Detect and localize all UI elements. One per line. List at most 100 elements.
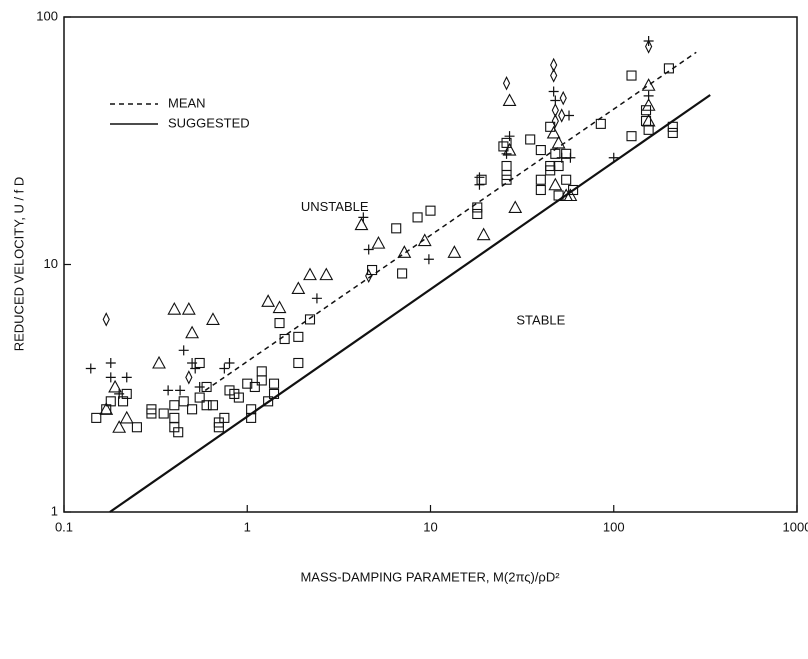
data-point xyxy=(213,422,224,433)
data-point xyxy=(365,268,373,284)
x-tick-label: 0.1 xyxy=(55,519,73,534)
data-point xyxy=(412,212,423,223)
data-point xyxy=(105,357,116,368)
fit-line xyxy=(109,94,711,513)
data-point xyxy=(178,345,189,356)
data-point xyxy=(121,372,132,383)
data-point xyxy=(667,127,678,139)
data-point xyxy=(169,412,180,423)
data-point xyxy=(550,148,561,159)
data-point xyxy=(187,357,198,368)
data-point xyxy=(502,93,517,107)
data-point xyxy=(548,86,559,97)
y-tick-label: 10 xyxy=(44,256,58,271)
data-point xyxy=(219,412,230,423)
data-point xyxy=(274,318,285,329)
data-point xyxy=(224,357,235,368)
data-point xyxy=(233,392,244,403)
data-point xyxy=(556,152,567,163)
data-point xyxy=(501,148,512,159)
annotation: UNSTABLE xyxy=(301,199,369,214)
data-point xyxy=(219,363,230,374)
data-point xyxy=(397,268,408,279)
data-point xyxy=(146,408,157,419)
data-point xyxy=(640,115,652,127)
data-point xyxy=(91,412,102,423)
data-point xyxy=(249,381,260,393)
data-point xyxy=(548,177,563,191)
data-point xyxy=(447,245,462,258)
data-point xyxy=(279,333,290,345)
data-point xyxy=(114,388,125,399)
data-point xyxy=(108,379,123,393)
data-point xyxy=(501,137,512,148)
data-point xyxy=(545,160,556,172)
data-point xyxy=(206,312,220,325)
data-point xyxy=(272,300,287,314)
data-point xyxy=(397,245,412,258)
data-point xyxy=(194,381,205,392)
data-point xyxy=(643,90,654,101)
data-point xyxy=(535,184,546,196)
legend-label: SUGGESTED xyxy=(168,115,250,130)
data-point xyxy=(268,378,280,389)
data-point xyxy=(185,325,200,339)
data-point xyxy=(535,145,546,156)
data-point xyxy=(175,385,186,396)
data-point xyxy=(304,314,316,325)
data-point xyxy=(291,281,306,295)
data-point xyxy=(268,388,280,399)
data-point xyxy=(363,244,374,255)
data-point xyxy=(293,357,304,369)
data-point xyxy=(119,410,134,424)
data-point xyxy=(626,70,637,81)
data-point xyxy=(558,108,566,123)
y-tick-label: 100 xyxy=(36,8,58,23)
data-point xyxy=(641,98,656,111)
x-tick-label: 100 xyxy=(603,519,625,534)
data-point xyxy=(550,57,558,73)
data-point xyxy=(293,331,304,342)
data-point xyxy=(190,363,201,374)
data-point xyxy=(472,202,483,213)
data-point xyxy=(645,39,653,54)
fit-line xyxy=(204,51,697,392)
data-point xyxy=(641,78,656,91)
data-point xyxy=(563,188,578,202)
data-point xyxy=(626,131,637,142)
data-point xyxy=(207,400,219,411)
data-point xyxy=(667,121,678,132)
data-point xyxy=(367,264,378,276)
data-point xyxy=(354,217,369,231)
x-tick-label: 1000 xyxy=(783,519,808,534)
data-point xyxy=(169,400,180,411)
data-point xyxy=(425,205,436,216)
data-point xyxy=(551,135,566,149)
data-point xyxy=(319,267,334,281)
x-tick-label: 10 xyxy=(423,519,437,534)
data-point xyxy=(550,68,558,83)
data-point xyxy=(417,233,432,247)
data-point xyxy=(256,375,267,386)
data-point xyxy=(501,174,512,185)
data-point xyxy=(476,174,487,185)
data-point xyxy=(194,392,205,403)
y-axis-title: REDUCED VELOCITY, U / f D xyxy=(11,177,26,352)
legend-label: MEAN xyxy=(168,95,206,110)
data-point xyxy=(504,131,515,142)
annotation: STABLE xyxy=(516,313,565,328)
data-point xyxy=(663,63,674,74)
plot-frame xyxy=(63,16,798,513)
data-point xyxy=(303,267,317,281)
data-point xyxy=(553,160,564,172)
data-point xyxy=(423,254,434,265)
data-point xyxy=(117,396,129,407)
data-point xyxy=(371,235,386,249)
data-point xyxy=(561,148,572,159)
data-point xyxy=(501,160,512,172)
data-point xyxy=(102,312,110,327)
data-point xyxy=(476,227,491,241)
x-axis-title: MASS-DAMPING PARAMETER, M(2πς)/ρD² xyxy=(300,569,560,584)
data-point xyxy=(152,355,166,369)
